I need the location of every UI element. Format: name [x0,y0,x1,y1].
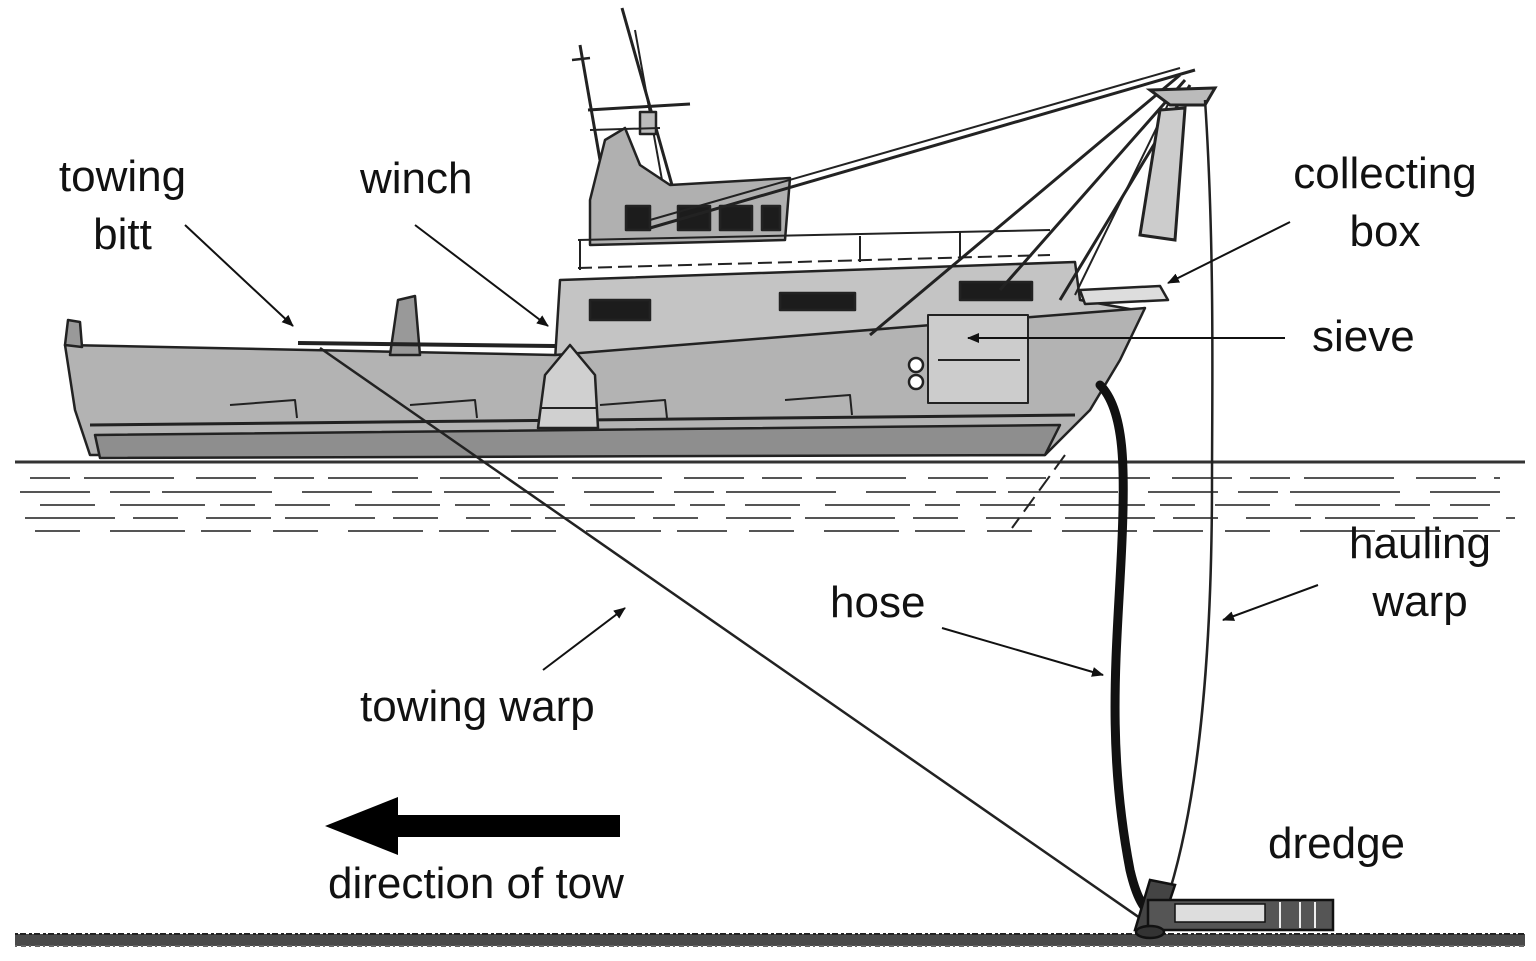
seabed [15,933,1525,947]
collecting-box-label: collecting box [1280,145,1490,261]
hauling-warp-pointer [1222,584,1319,621]
collecting-box-label-line1: collecting [1293,149,1477,198]
towing-warp-pointer [542,607,626,671]
gantry [649,67,1218,337]
hose-line [1095,380,1157,920]
direction-of-tow-arrow [325,797,620,855]
hose-pointer [941,627,1104,677]
dredge-label: dredge [1268,819,1406,868]
winch-label: winch [360,154,473,203]
towing-warp-label: towing warp [360,682,595,731]
sieve-label: sieve [1312,312,1415,361]
winch-pointer [414,224,549,327]
dredge [1133,878,1335,940]
towing-warp-line [319,346,1151,927]
hose-label: hose [830,578,926,627]
direction-of-tow-label: direction of tow [328,859,624,908]
towing-bitt-label: towing bitt [45,148,200,264]
hauling-warp-label: hauling warp [1335,515,1505,631]
water-surface [15,460,1525,532]
collecting-box-pointer [1167,221,1291,284]
hauling-warp-line [1168,99,1214,891]
hauling-warp-label-line2: warp [1372,577,1468,626]
hauling-warp-label-line1: hauling [1349,519,1491,568]
collecting-box-label-line2: box [1349,207,1421,256]
leader-arrows [184,221,1319,677]
towing-bitt-label-line1: towing [58,152,187,201]
towing-bitt-label-line2: bitt [93,210,152,259]
towing-bitt-pointer [184,224,294,327]
